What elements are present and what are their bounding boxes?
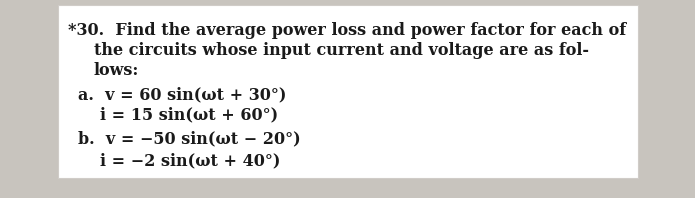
Text: i = −2 sin(ωt + 40°): i = −2 sin(ωt + 40°) (100, 152, 280, 169)
Text: lows:: lows: (94, 62, 140, 79)
Bar (58, 5, 638, 178)
Text: i = 15 sin(ωt + 60°): i = 15 sin(ωt + 60°) (100, 106, 278, 123)
Text: the circuits whose input current and voltage are as fol-: the circuits whose input current and vol… (94, 42, 589, 59)
Text: a.  v = 60 sin(ωt + 30°): a. v = 60 sin(ωt + 30°) (78, 86, 286, 103)
Text: *30.  Find the average power loss and power factor for each of: *30. Find the average power loss and pow… (68, 22, 626, 39)
Text: b.  v = −50 sin(ωt − 20°): b. v = −50 sin(ωt − 20°) (78, 130, 301, 147)
